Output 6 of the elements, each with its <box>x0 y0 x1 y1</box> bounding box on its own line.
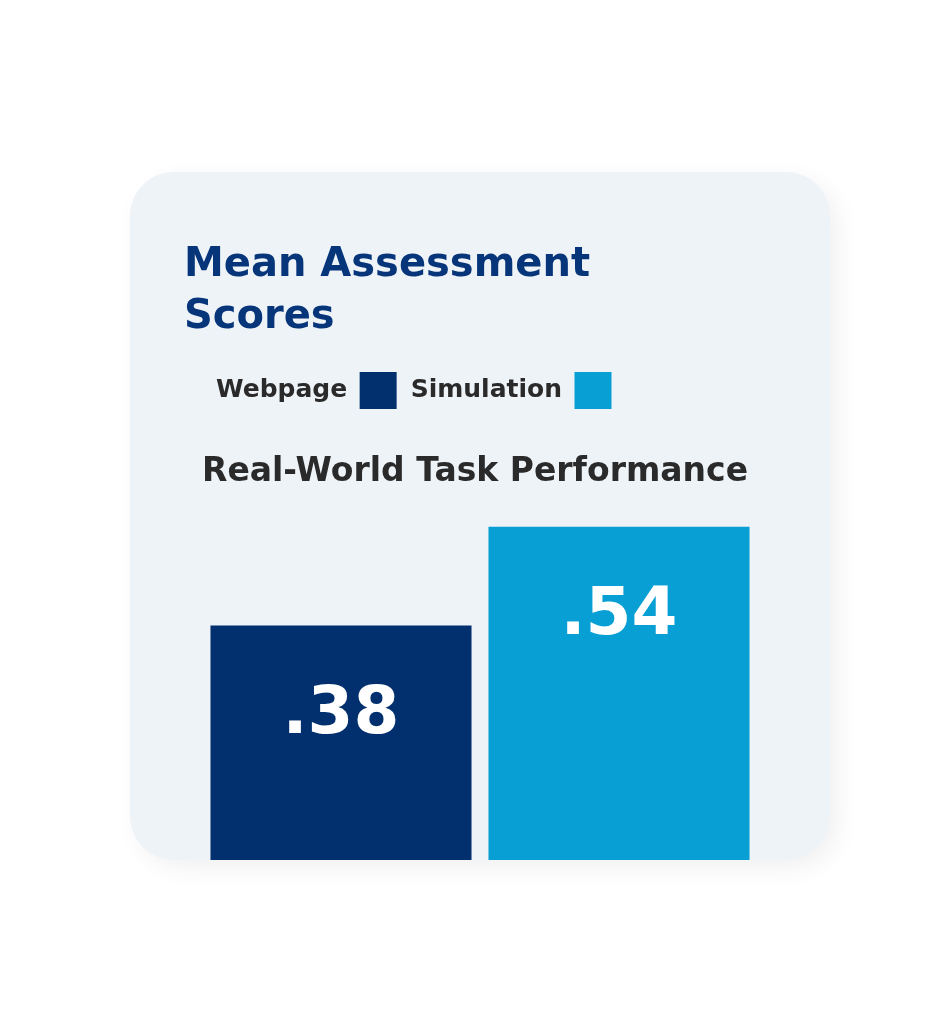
chart-title: Mean Assessment Scores <box>184 238 592 339</box>
legend-label: Webpage <box>216 374 348 403</box>
data-label: .54 <box>560 572 678 650</box>
legend-label: Simulation <box>410 374 563 403</box>
data-label: .38 <box>282 671 400 749</box>
chart-subtitle: Real-World Task Performance <box>202 450 749 490</box>
